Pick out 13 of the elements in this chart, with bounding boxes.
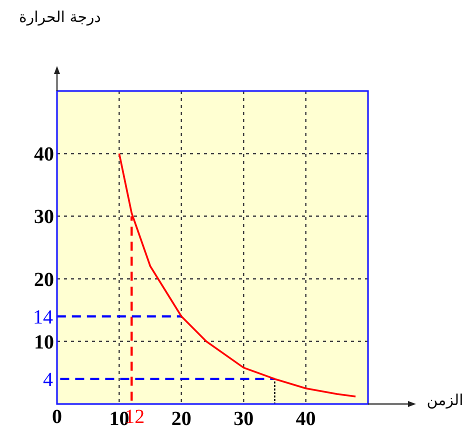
x-tick-label: 30 [234, 408, 254, 430]
line-series [118, 152, 356, 398]
y-tick-label: 14 [33, 306, 53, 328]
y-tick-label: 30 [34, 206, 54, 228]
x-axis-title: الزمن [426, 391, 464, 409]
x-tick-label: 40 [296, 408, 316, 430]
y-axis-title: درجة الحرارة [19, 8, 101, 26]
y-tick-label: 20 [34, 268, 54, 291]
y-tick-label: 4 [43, 368, 53, 391]
x-tick-label: 20 [171, 408, 192, 430]
y-tick-label: 10 [34, 331, 54, 354]
y-tick-label: 40 [34, 144, 54, 166]
x-tick-label: 0 [52, 406, 62, 428]
